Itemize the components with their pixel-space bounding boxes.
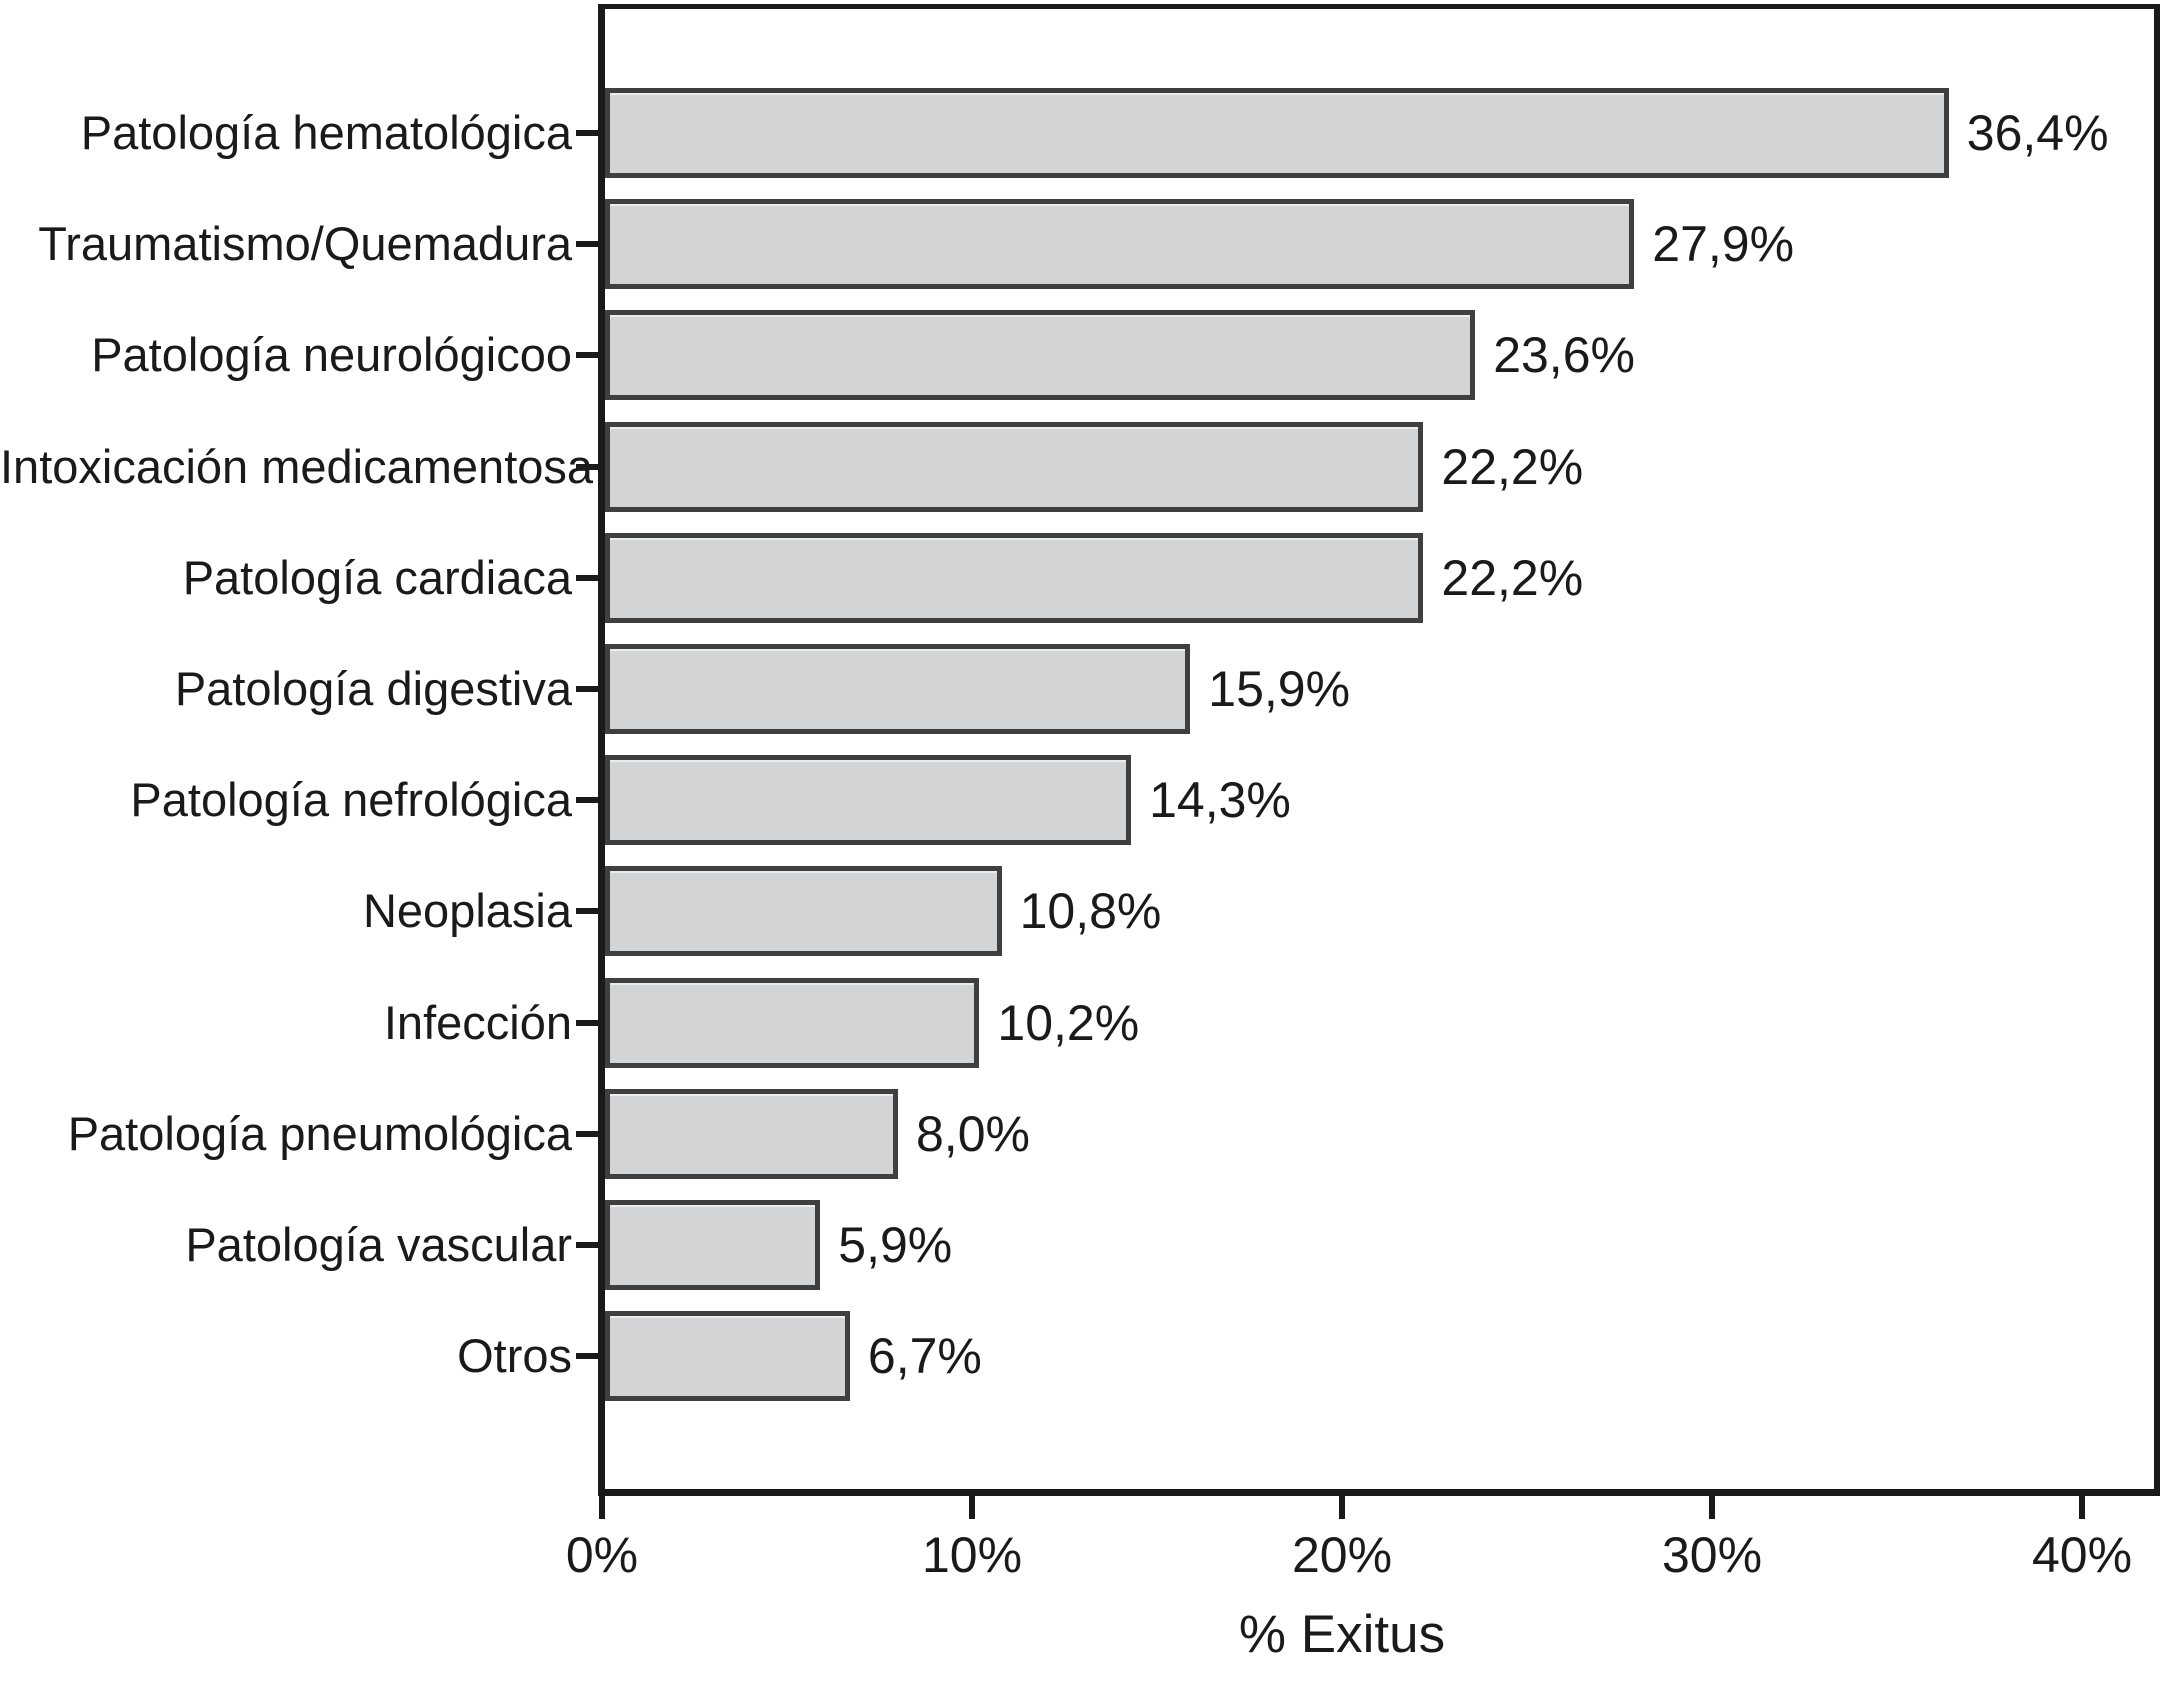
bar bbox=[605, 532, 1424, 623]
category-label: Infección bbox=[383, 995, 572, 1049]
bar bbox=[605, 1200, 821, 1290]
value-label: 22,2% bbox=[1441, 549, 1584, 606]
y-tick bbox=[576, 574, 604, 581]
bar bbox=[605, 977, 980, 1068]
category-label: Otros bbox=[457, 1329, 572, 1383]
x-tick bbox=[2079, 1491, 2085, 1519]
x-tick bbox=[1339, 1491, 1345, 1519]
category-label: Patología cardiaca bbox=[182, 550, 572, 604]
bar bbox=[605, 866, 1002, 957]
category-label: Patología neurológicoo bbox=[91, 328, 572, 382]
y-tick bbox=[576, 908, 604, 915]
bar bbox=[605, 421, 1424, 512]
x-tick-label: 10% bbox=[921, 1527, 1023, 1583]
value-label: 8,0% bbox=[916, 1105, 1030, 1162]
plot-area bbox=[598, 4, 2160, 1496]
category-label: Traumatismo/Quemadura bbox=[38, 217, 572, 271]
value-label: 27,9% bbox=[1652, 216, 1795, 273]
bar bbox=[605, 199, 1635, 290]
bar bbox=[605, 1088, 898, 1179]
y-tick bbox=[576, 1353, 604, 1360]
value-label: 6,7% bbox=[867, 1328, 982, 1385]
x-tick-label: 20% bbox=[1291, 1527, 1393, 1583]
y-tick bbox=[576, 797, 604, 804]
bar bbox=[605, 1311, 850, 1402]
x-axis-title: % Exitus bbox=[1238, 1605, 1446, 1664]
value-label: 15,9% bbox=[1208, 661, 1351, 717]
category-label: Intoxicación medicamentosa bbox=[0, 439, 594, 493]
y-tick bbox=[576, 1019, 604, 1026]
value-label: 10,8% bbox=[1019, 883, 1162, 940]
y-tick bbox=[576, 241, 604, 248]
category-label: Patología vascular bbox=[185, 1218, 572, 1271]
category-label: Patología hematológica bbox=[80, 106, 572, 159]
y-tick bbox=[576, 686, 604, 692]
category-label: Patología nefrológica bbox=[130, 773, 572, 827]
bar bbox=[605, 755, 1132, 846]
bar bbox=[605, 88, 1949, 178]
y-tick bbox=[576, 1130, 604, 1137]
value-label: 22,2% bbox=[1441, 438, 1584, 495]
y-tick bbox=[576, 463, 604, 470]
x-tick-label: 30% bbox=[1661, 1527, 1763, 1583]
x-tick-label: 0% bbox=[565, 1527, 639, 1583]
value-label: 36,4% bbox=[1966, 105, 2109, 161]
x-tick-label: 40% bbox=[2031, 1527, 2133, 1583]
y-tick bbox=[576, 130, 604, 136]
bar bbox=[605, 310, 1476, 401]
value-label: 5,9% bbox=[838, 1217, 953, 1273]
x-tick bbox=[1709, 1491, 1715, 1519]
value-label: 23,6% bbox=[1493, 327, 1635, 384]
value-label: 10,2% bbox=[997, 994, 1140, 1051]
x-tick bbox=[599, 1491, 605, 1519]
category-label: Patología pneumológica bbox=[67, 1106, 572, 1160]
category-label: Patología digestiva bbox=[174, 662, 572, 715]
y-tick bbox=[576, 352, 604, 359]
value-label: 14,3% bbox=[1149, 772, 1291, 829]
y-tick bbox=[576, 1242, 604, 1248]
category-label: Neoplasia bbox=[362, 884, 572, 938]
x-tick bbox=[969, 1491, 975, 1519]
bar bbox=[605, 644, 1191, 734]
